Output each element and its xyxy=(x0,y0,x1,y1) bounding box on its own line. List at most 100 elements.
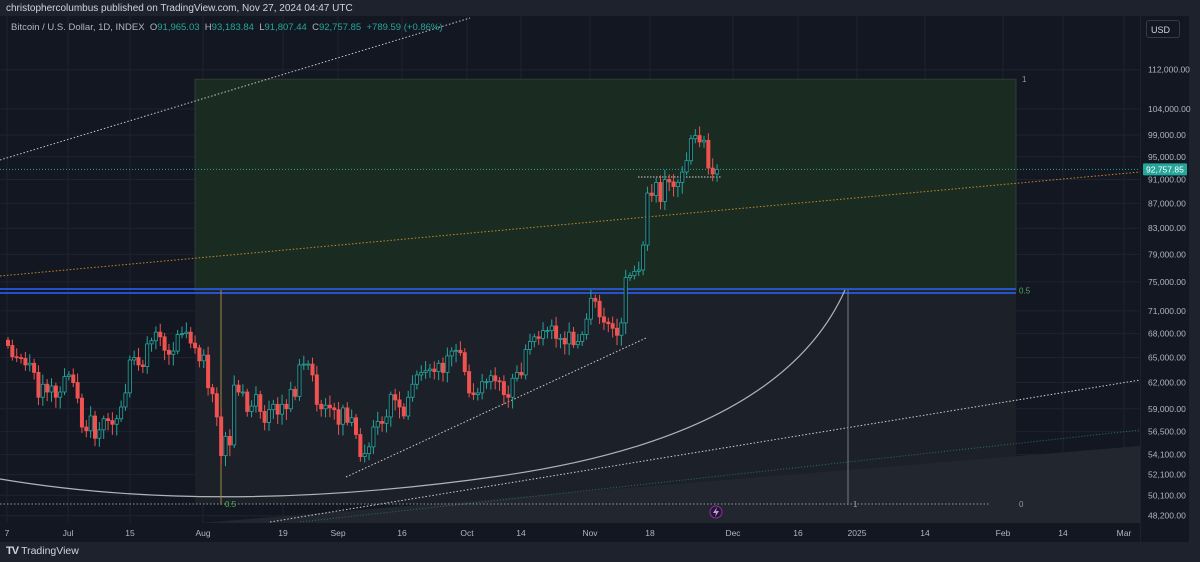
candle xyxy=(245,388,250,417)
candle-body xyxy=(166,349,171,355)
candle-body xyxy=(62,376,67,393)
candle-body xyxy=(245,391,250,412)
candle-body xyxy=(597,300,602,318)
candle-body xyxy=(71,374,76,383)
candle-body xyxy=(327,404,332,409)
candle xyxy=(88,406,93,438)
candle-body xyxy=(367,446,372,455)
candle xyxy=(210,383,215,403)
y-tick-label: 62,000.00 xyxy=(1148,378,1186,388)
candle xyxy=(219,407,224,466)
candle xyxy=(262,405,267,431)
y-tick-label: 87,000.00 xyxy=(1148,198,1186,208)
candle-body xyxy=(488,375,493,383)
candle-body xyxy=(319,403,324,410)
candle-body xyxy=(510,377,515,398)
candle xyxy=(258,390,263,419)
candle-body xyxy=(675,182,680,187)
candle xyxy=(654,177,659,203)
candle xyxy=(662,169,667,211)
candle xyxy=(493,367,498,390)
candle-body xyxy=(40,383,45,398)
x-tick-label: Nov xyxy=(582,528,598,538)
candle-body xyxy=(636,269,641,272)
fib-label-0.5: 0.5 xyxy=(1019,286,1031,295)
high-value: 93,183.84 xyxy=(211,22,254,33)
candle xyxy=(193,335,198,354)
candle xyxy=(327,395,332,418)
candle-body xyxy=(32,362,37,373)
support-trendline xyxy=(345,337,647,478)
y-tick-label: 104,000.00 xyxy=(1148,104,1191,114)
candle-body xyxy=(193,342,198,349)
candle xyxy=(71,368,76,388)
candle-body xyxy=(584,318,589,335)
candle-body xyxy=(658,182,663,202)
candle-body xyxy=(680,171,685,183)
publish-info: christophercolumbus published on Trading… xyxy=(6,3,353,14)
candle xyxy=(297,359,302,401)
candle xyxy=(336,401,341,435)
candle-body xyxy=(240,391,245,394)
candle xyxy=(619,317,624,346)
lightning-icon xyxy=(713,507,719,517)
y-tick-label: 65,000.00 xyxy=(1148,353,1186,363)
candle-body xyxy=(253,394,258,407)
candle-body xyxy=(497,380,502,383)
candle-body xyxy=(406,396,411,417)
candle xyxy=(306,360,311,370)
y-tick-label: 50,100.00 xyxy=(1148,490,1186,500)
candle xyxy=(675,179,680,198)
candle xyxy=(558,333,563,349)
candle xyxy=(162,332,167,361)
candle-body xyxy=(375,421,380,428)
y-tick-label: 112,000.00 xyxy=(1148,65,1190,75)
candle xyxy=(580,331,585,347)
candle xyxy=(688,134,693,165)
candle-body xyxy=(493,375,498,382)
y-tick-label: 48,200.00 xyxy=(1148,511,1186,521)
candle xyxy=(445,347,450,383)
candle-body xyxy=(454,349,459,352)
candle xyxy=(223,431,228,467)
candle xyxy=(288,381,293,412)
candle xyxy=(149,337,154,352)
candle xyxy=(432,361,437,380)
y-tick-label: 71,000.00 xyxy=(1148,306,1186,316)
candle xyxy=(427,363,432,378)
x-tick-label: Dec xyxy=(725,528,741,538)
lightning-event-icon[interactable] xyxy=(709,505,723,519)
price-axis xyxy=(1141,16,1189,542)
y-tick-label: 59,000.00 xyxy=(1148,404,1186,414)
arc-label-1: 1 xyxy=(853,500,858,509)
x-tick-label: 16 xyxy=(793,528,803,538)
candle-body xyxy=(188,331,193,344)
candle xyxy=(388,391,393,427)
fib-upper-zone xyxy=(194,78,1017,291)
candle-body xyxy=(684,160,689,173)
candle xyxy=(488,369,493,390)
candle-body xyxy=(558,337,563,340)
candle-body xyxy=(27,362,32,366)
symbol-name[interactable]: Bitcoin / U.S. Dollar, 1D, INDEX xyxy=(11,22,145,33)
candle xyxy=(467,364,472,398)
y-tick-label: 75,000.00 xyxy=(1148,277,1186,287)
candle-body xyxy=(14,356,19,359)
y-tick-label: 83,000.00 xyxy=(1148,223,1186,233)
currency-button[interactable]: USD xyxy=(1146,20,1180,38)
x-tick-label: Feb xyxy=(996,528,1011,538)
candle-body xyxy=(388,394,393,418)
x-tick-label: 18 xyxy=(645,528,655,538)
candle-body xyxy=(323,404,328,410)
price-chart[interactable]: 1 0.5 0 0.5 1 112,000.00 104,000.00 99,000.00 95… xyxy=(0,16,1200,542)
candle xyxy=(36,365,41,406)
candle-body xyxy=(280,403,285,415)
candle xyxy=(84,419,89,438)
candle xyxy=(301,355,306,371)
candle xyxy=(79,393,84,433)
candle xyxy=(454,343,459,363)
candle-body xyxy=(36,372,41,398)
candle xyxy=(588,289,593,325)
candle xyxy=(275,397,280,425)
candle-body xyxy=(445,355,450,373)
